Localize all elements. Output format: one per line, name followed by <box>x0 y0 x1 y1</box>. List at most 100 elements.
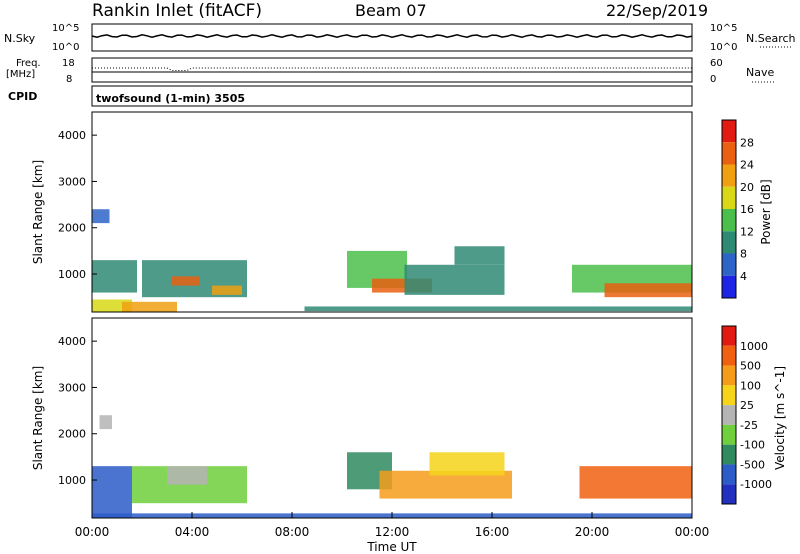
power-region-9 <box>454 246 505 265</box>
velocity-colorbar-tick-7: -1000 <box>740 478 772 491</box>
power-colorbar-tick-0: 28 <box>740 136 754 149</box>
velocity-region-0 <box>92 466 132 518</box>
velocity-colorbar-frame <box>721 325 737 505</box>
noise-sky-series <box>91 34 693 38</box>
noise-panel: N.Sky 10^5 10^0 10^5 10^0 N.Search <box>4 23 796 53</box>
power-colorbar: 28 24 20 16 12 8 4 <box>721 119 754 299</box>
velocity-colorbar-swatch-8 <box>722 484 736 504</box>
velocity-ytick-label-3: 1000 <box>58 474 86 487</box>
power-region-12 <box>92 209 110 224</box>
velocity-panel: Slant Range [km] 4000 3000 2000 1000 1000 50… <box>31 317 787 519</box>
power-colorbar-tick-6: 4 <box>740 270 747 283</box>
noise-search-label: N.Search <box>746 32 796 45</box>
power-ylabel: Slant Range [km] <box>31 160 45 264</box>
power-region-1 <box>122 301 177 312</box>
nave-series <box>92 67 692 71</box>
power-colorbar-tick-5: 8 <box>740 248 747 261</box>
nave-right-tick-bottom: 0 <box>710 74 716 85</box>
velocity-colorbar-tick-5: -100 <box>740 439 765 452</box>
velocity-region-6 <box>579 466 692 499</box>
time-tick-label-5: 20:00 <box>575 525 610 539</box>
velocity-colorbar-tick-4: -25 <box>740 419 758 432</box>
power-colorbar-swatch-0 <box>722 120 736 143</box>
velocity-region-5 <box>429 452 505 476</box>
velocity-colorbar-swatch-2 <box>722 365 736 386</box>
velocity-colorbar-tick-6: -500 <box>740 458 765 471</box>
velocity-region-7 <box>99 415 112 430</box>
power-panel-frame <box>91 111 693 313</box>
cpid-value: twofsound (1-min) 3505 <box>96 92 245 105</box>
noise-sky-label: N.Sky <box>4 32 36 45</box>
velocity-heatmap <box>92 415 692 518</box>
velocity-ylabel: Slant Range [km] <box>31 366 45 470</box>
velocity-region-2 <box>167 466 207 485</box>
cpid-panel-frame <box>91 85 693 107</box>
power-colorbar-swatch-3 <box>722 186 736 209</box>
power-colorbar-label: Power [dB] <box>759 179 773 244</box>
noise-panel-frame <box>91 23 693 52</box>
power-heatmap <box>92 209 692 312</box>
time-tick-label-6: 00:00 <box>675 525 710 539</box>
velocity-colorbar: 1000 500 100 25 -25 -100 -500 -1000 <box>721 325 772 505</box>
velocity-colorbar-swatch-7 <box>722 464 736 485</box>
power-ytick-label-2: 2000 <box>58 222 86 235</box>
power-ytick-label-3: 1000 <box>58 268 86 281</box>
freq-left-tick-top: 18 <box>62 58 75 69</box>
velocity-colorbar-tick-2: 100 <box>740 379 761 392</box>
power-region-2 <box>92 260 137 293</box>
power-colorbar-tick-3: 16 <box>740 203 754 216</box>
noise-left-tick-top: 10^5 <box>52 23 79 34</box>
freq-left-tick-bottom: 8 <box>66 74 72 85</box>
power-region-8 <box>404 264 505 295</box>
freq-unit-label: [MHz] <box>6 69 35 80</box>
power-region-13 <box>304 306 692 312</box>
power-colorbar-swatch-6 <box>722 253 736 276</box>
time-axis-ticks: 00:00 04:00 08:00 12:00 16:00 20:00 00:00 <box>75 512 710 539</box>
power-ytick-label-1: 3000 <box>58 175 86 188</box>
power-colorbar-tick-4: 12 <box>740 225 754 238</box>
velocity-colorbar-swatch-4 <box>722 405 736 425</box>
noise-right-tick-bottom: 10^0 <box>710 42 737 53</box>
cpid-label: CPID <box>8 90 37 103</box>
power-colorbar-frame <box>721 119 737 299</box>
freq-label: Freq. <box>16 58 41 69</box>
frequency-panel: Freq. [MHz] 18 8 60 0 Nave <box>6 57 776 85</box>
power-ytick-label-0: 4000 <box>58 129 86 142</box>
power-yticks: 4000 3000 2000 1000 <box>58 129 97 281</box>
velocity-colorbar-tick-3: 25 <box>740 399 754 412</box>
power-colorbar-tick-2: 20 <box>740 181 754 194</box>
velocity-ytick-label-2: 2000 <box>58 428 86 441</box>
power-colorbar-tick-1: 24 <box>740 159 754 172</box>
velocity-colorbar-swatch-3 <box>722 385 736 406</box>
noise-right-tick-top: 10^5 <box>710 23 737 34</box>
time-tick-label-1: 04:00 <box>175 525 210 539</box>
power-colorbar-swatch-1 <box>722 142 736 165</box>
velocity-colorbar-label: Velocity [m s^-1] <box>773 366 787 470</box>
nave-label: Nave <box>746 66 774 79</box>
velocity-colorbar-swatch-0 <box>722 326 736 346</box>
power-colorbar-swatch-5 <box>722 231 736 254</box>
velocity-ytick-label-1: 3000 <box>58 381 86 394</box>
nave-right-tick-top: 60 <box>710 58 723 69</box>
power-panel: Slant Range [km] 4000 3000 2000 1000 28 24 20… <box>31 111 773 313</box>
power-region-5 <box>212 285 242 295</box>
time-tick-label-3: 12:00 <box>375 525 410 539</box>
velocity-ytick-label-0: 4000 <box>58 335 86 348</box>
power-region-11 <box>604 283 692 298</box>
power-region-4 <box>172 276 200 286</box>
velocity-colorbar-tick-0: 1000 <box>740 340 768 353</box>
time-tick-label-4: 16:00 <box>475 525 510 539</box>
beam-label: Beam 07 <box>355 1 427 20</box>
date-label: 22/Sep/2019 <box>606 1 708 20</box>
noise-left-tick-bottom: 10^0 <box>52 42 79 53</box>
time-axis-label: Time UT <box>366 540 417 554</box>
plot-title: Rankin Inlet (fitACF) <box>92 1 262 21</box>
frequency-panel-frame <box>91 57 693 83</box>
velocity-colorbar-swatch-6 <box>722 444 736 465</box>
time-tick-label-0: 00:00 <box>75 525 110 539</box>
velocity-yticks: 4000 3000 2000 1000 <box>58 335 97 487</box>
velocity-colorbar-tick-1: 500 <box>740 360 761 373</box>
power-colorbar-swatch-2 <box>722 164 736 187</box>
